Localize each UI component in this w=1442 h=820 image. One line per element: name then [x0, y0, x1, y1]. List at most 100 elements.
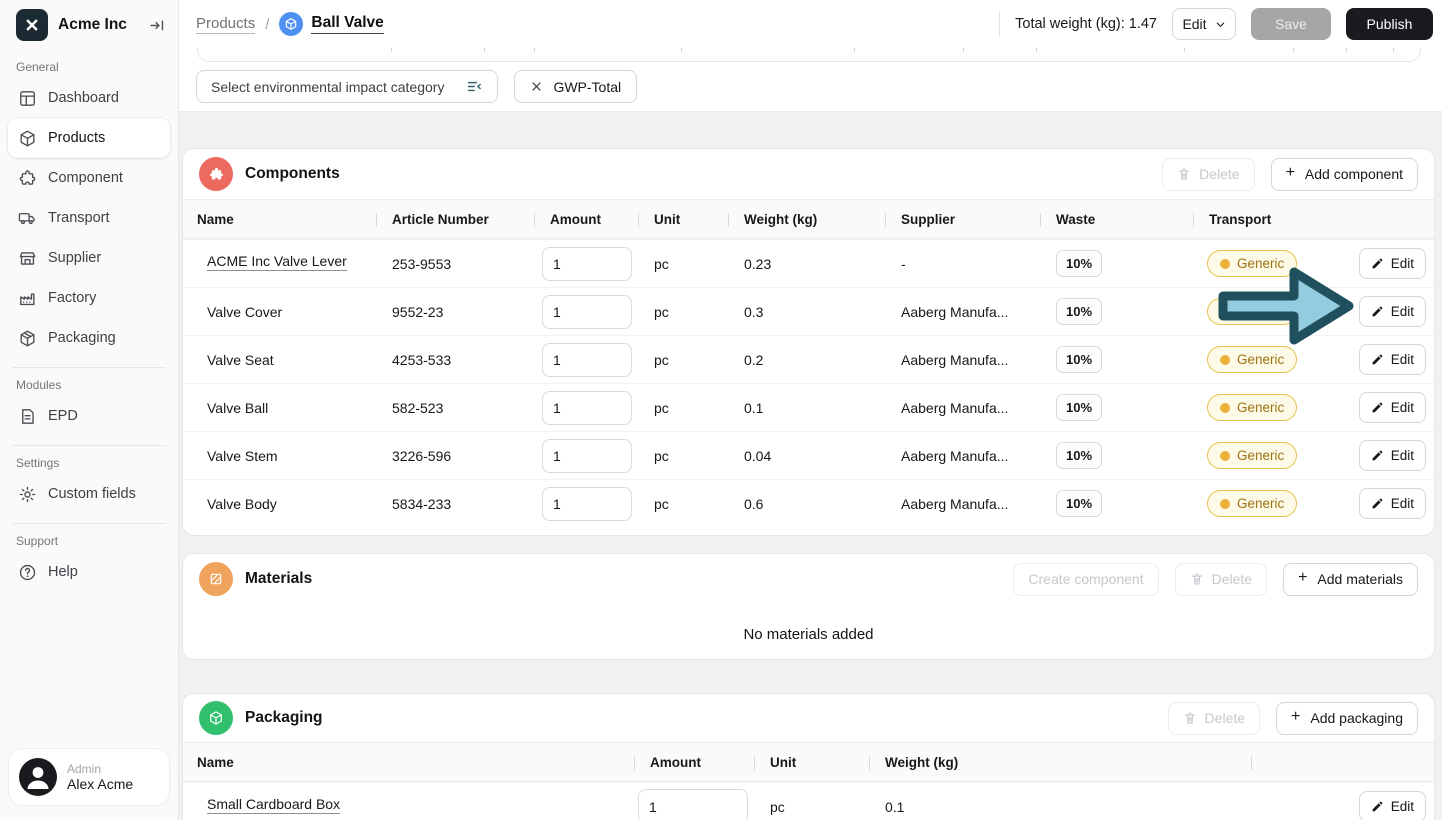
sidebar-item-products[interactable]: Products	[8, 118, 170, 158]
delete-packaging-button[interactable]: Delete	[1167, 701, 1261, 735]
sidebar-item-epd[interactable]: EPD	[8, 396, 170, 436]
close-icon[interactable]	[530, 80, 543, 93]
transport-badge[interactable]: Generic	[1207, 346, 1298, 373]
transport-truck-icon	[18, 209, 37, 228]
components-table-header: Name Article Number Amount Unit Weight (…	[183, 199, 1434, 239]
amount-input[interactable]	[542, 246, 632, 281]
weight: 0.3	[744, 303, 764, 320]
weight: 0.2	[744, 351, 764, 368]
packaging-name-link[interactable]: Small Cardboard Box	[207, 796, 341, 814]
main-area: Products / Ball Valve Total weight (kg):…	[179, 0, 1442, 820]
supplier: Aaberg Manufa...	[901, 399, 1009, 416]
amount-input[interactable]	[638, 788, 748, 820]
active-filter-label: GWP-Total	[553, 78, 622, 95]
supplier-building-icon	[18, 249, 37, 268]
top-band: Products / Ball Valve Total weight (kg):…	[179, 0, 1442, 112]
weight: 0.1	[744, 399, 764, 416]
edit-button[interactable]: Edit	[1358, 488, 1426, 519]
amount-input[interactable]	[542, 486, 632, 521]
waste-badge[interactable]: 10%	[1056, 250, 1103, 277]
impact-category-select[interactable]: Select environmental impact category	[196, 70, 499, 103]
edit-button[interactable]: Edit	[1358, 344, 1426, 375]
add-component-button[interactable]: + Add component	[1270, 157, 1418, 191]
active-filter-chip[interactable]: GWP-Total	[514, 70, 638, 103]
plus-icon: +	[1285, 164, 1295, 181]
breadcrumb-separator: /	[265, 15, 270, 33]
user-name: Alex Acme	[67, 776, 134, 792]
amount-input[interactable]	[542, 438, 632, 473]
user-role: Admin	[67, 762, 102, 776]
pencil-icon	[1372, 402, 1383, 413]
status-dot-icon	[1220, 306, 1230, 317]
sidebar-item-factory[interactable]: Factory	[8, 278, 170, 318]
delete-materials-button[interactable]: Delete	[1174, 562, 1268, 596]
amount-input[interactable]	[542, 390, 632, 425]
weight: 0.23	[744, 255, 772, 272]
delete-components-button[interactable]: Delete	[1162, 157, 1255, 191]
trash-icon	[1191, 573, 1202, 585]
materials-section: Materials Create component Delete + Add …	[182, 553, 1435, 660]
status-dot-icon	[1220, 258, 1230, 269]
sidebar-item-transport[interactable]: Transport	[8, 198, 170, 238]
supplier: Aaberg Manufa...	[901, 495, 1009, 512]
save-button[interactable]: Save	[1251, 8, 1331, 40]
component-row: Valve Stem 3226-596 pc 0.04 Aaberg Manuf…	[183, 431, 1434, 479]
sidebar-item-custom-fields[interactable]: Custom fields	[8, 474, 170, 514]
transport-badge[interactable]: Generic	[1207, 394, 1298, 421]
component-name-link[interactable]: ACME Inc Valve Lever	[207, 253, 347, 271]
sidebar-section-support: Support	[16, 534, 59, 548]
sidebar-item-supplier[interactable]: Supplier	[8, 238, 170, 278]
amount-input[interactable]	[542, 342, 632, 377]
sidebar-item-component[interactable]: Component	[8, 158, 170, 198]
packaging-cube-icon	[199, 701, 233, 735]
breadcrumb-products-link[interactable]: Products	[196, 14, 256, 34]
epd-document-icon	[18, 407, 37, 426]
unit: pc	[654, 351, 669, 368]
edit-button[interactable]: Edit	[1358, 791, 1426, 820]
sidebar-item-dashboard[interactable]: Dashboard	[8, 78, 170, 118]
unit: pc	[654, 495, 669, 512]
gear-icon	[18, 485, 37, 504]
collapse-sidebar-icon[interactable]	[149, 17, 166, 34]
breadcrumb-current[interactable]: Ball Valve	[311, 14, 384, 34]
sidebar-item-help[interactable]: Help	[8, 552, 170, 592]
transport-badge[interactable]: Generic	[1207, 490, 1298, 517]
user-profile[interactable]: Admin Alex Acme	[8, 748, 170, 806]
article-number: 3226-596	[392, 447, 452, 464]
packaging-box-icon	[18, 329, 37, 348]
status-dot-icon	[1220, 354, 1230, 365]
component-name: Valve Seat	[207, 351, 274, 368]
components-title: Components	[245, 165, 340, 182]
edit-button[interactable]: Edit	[1358, 392, 1426, 423]
transport-badge[interactable]: Generic	[1207, 250, 1298, 277]
waste-badge[interactable]: 10%	[1056, 490, 1103, 517]
unit: pc	[654, 255, 669, 272]
sidebar-item-packaging[interactable]: Packaging	[8, 318, 170, 358]
sidebar-item-label: Transport	[48, 210, 110, 226]
create-component-button[interactable]: Create component	[1013, 562, 1159, 596]
amount-input[interactable]	[542, 294, 632, 329]
transport-badge[interactable]: Generic	[1207, 442, 1298, 469]
waste-badge[interactable]: 10%	[1056, 442, 1103, 469]
component-puzzle-icon	[18, 169, 37, 188]
packaging-section: Packaging Delete + Add packaging Name Am…	[182, 693, 1435, 820]
trash-icon	[1178, 168, 1190, 180]
component-name: Valve Body	[207, 495, 277, 512]
publish-button[interactable]: Publish	[1346, 8, 1433, 40]
add-materials-button[interactable]: + Add materials	[1283, 562, 1418, 596]
weight: 0.1	[885, 798, 905, 815]
edit-button[interactable]: Edit	[1358, 296, 1426, 327]
component-row: Valve Cover 9552-23 pc 0.3 Aaberg Manufa…	[183, 287, 1434, 335]
content: Components Delete + Add component Name A…	[179, 112, 1442, 820]
edit-button[interactable]: Edit	[1358, 440, 1426, 471]
waste-badge[interactable]: 10%	[1056, 346, 1103, 373]
transport-badge[interactable]: Generic	[1207, 298, 1298, 325]
unit: pc	[654, 303, 669, 320]
supplier: -	[901, 255, 906, 272]
edit-dropdown-button[interactable]: Edit	[1172, 8, 1236, 40]
waste-badge[interactable]: 10%	[1056, 394, 1103, 421]
waste-badge[interactable]: 10%	[1056, 298, 1103, 325]
add-packaging-button[interactable]: + Add packaging	[1276, 701, 1418, 735]
status-dot-icon	[1220, 402, 1230, 413]
edit-button[interactable]: Edit	[1358, 248, 1426, 279]
